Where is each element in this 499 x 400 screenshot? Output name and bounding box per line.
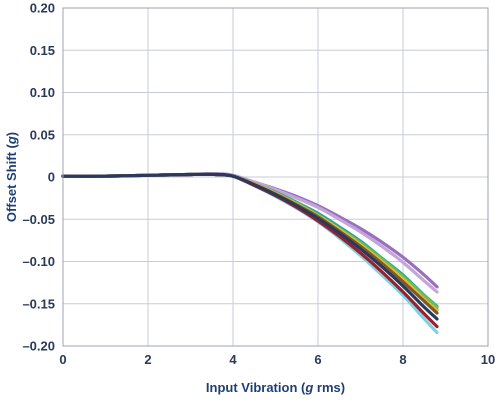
x-tick-label-1: 2: [144, 352, 151, 367]
y-tick-label-5: –0.05: [22, 212, 55, 227]
y-tick-label-1: 0.15: [30, 43, 55, 58]
x-axis-title: Input Vibration (g rms): [206, 380, 345, 395]
x-tick-label-3: 6: [314, 352, 321, 367]
series-line-6: [61, 172, 439, 315]
y-tick-label-0: 0.20: [30, 1, 55, 16]
series-line-7: [61, 172, 439, 335]
x-axis-tick-labels: 0 2 4 6 8 10: [59, 352, 495, 367]
series-line-9: [61, 172, 439, 321]
y-tick-label-6: –0.10: [22, 254, 55, 269]
y-axis-tick-labels: 0.20 0.15 0.10 0.05 0 –0.05 –0.10 –0.15 –0.20: [22, 1, 55, 354]
y-tick-label-3: 0.05: [30, 127, 55, 142]
x-tick-label-2: 4: [229, 352, 237, 367]
x-tick-label-4: 8: [399, 352, 406, 367]
x-tick-label-0: 0: [59, 352, 66, 367]
y-tick-label-2: 0.10: [30, 85, 55, 100]
series-lines: [61, 172, 439, 335]
y-axis-title: Offset Shift (g): [4, 132, 19, 222]
y-tick-label-4: 0: [48, 170, 55, 185]
plot-area-frame: [62, 7, 489, 347]
y-tick-label-7: –0.15: [22, 296, 55, 311]
x-tick-label-5: 10: [481, 352, 495, 367]
y-tick-label-8: –0.20: [22, 339, 55, 354]
